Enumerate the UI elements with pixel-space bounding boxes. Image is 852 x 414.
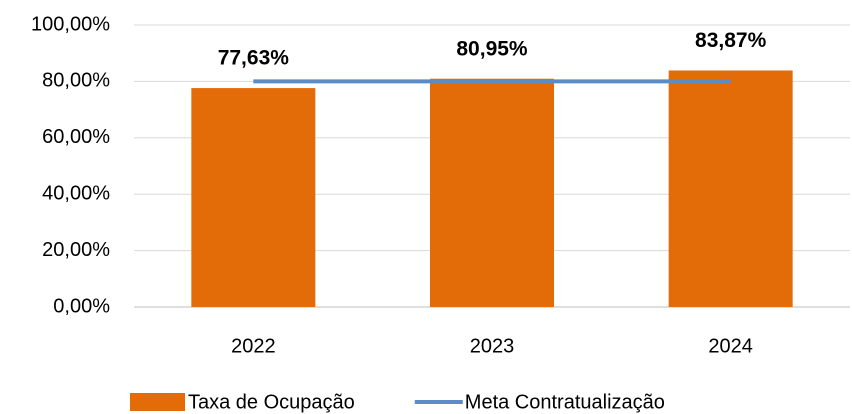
- y-tick-label: 80,00%: [42, 70, 110, 92]
- bar: [668, 70, 793, 307]
- y-tick-label: 0,00%: [53, 295, 110, 317]
- legend-swatch: [130, 393, 185, 411]
- y-tick-label: 40,00%: [42, 182, 110, 204]
- legend-label: Meta Contratualização: [465, 391, 665, 413]
- data-label: 83,87%: [695, 29, 767, 52]
- x-tick-label: 2023: [470, 335, 515, 357]
- x-tick-label: 2022: [231, 335, 276, 357]
- bar: [430, 78, 554, 307]
- x-tick-label: 2024: [708, 335, 753, 357]
- data-label: 77,63%: [218, 47, 290, 70]
- y-tick-label: 20,00%: [42, 239, 110, 261]
- data-label: 80,95%: [456, 37, 528, 60]
- y-tick-label: 60,00%: [42, 126, 110, 148]
- bar: [191, 88, 316, 307]
- legend-label: Taxa de Ocupação: [188, 391, 355, 413]
- y-tick-label: 100,00%: [31, 13, 110, 35]
